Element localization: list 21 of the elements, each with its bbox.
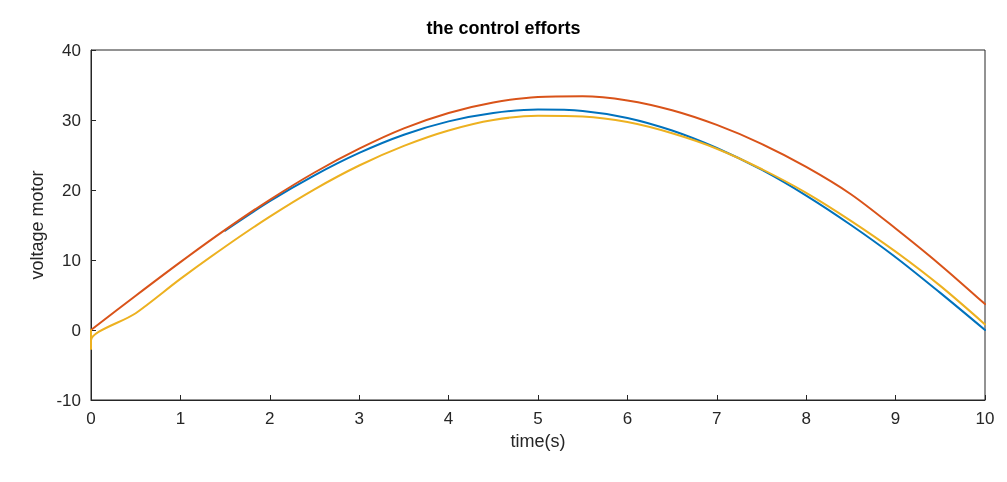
x-tick-label: 0	[86, 409, 96, 428]
x-tick-label: 2	[265, 409, 275, 428]
chart-title: the control efforts	[426, 18, 581, 38]
x-tick-label: 10	[975, 409, 995, 428]
x-tick-label: 5	[533, 409, 543, 428]
y-tick-label: 20	[62, 180, 81, 200]
x-tick-label: 6	[622, 409, 633, 428]
y-axis-title: voltage motor	[26, 170, 47, 280]
x-tick-label: 7	[712, 409, 722, 428]
line-series	[224, 108, 986, 331]
x-tick-label: 3	[354, 409, 364, 428]
y-tick-label: 0	[71, 320, 81, 340]
x-tick-label: 1	[175, 409, 186, 428]
y-tick-label: 10	[62, 250, 81, 270]
x-axis-title: time(s)	[510, 431, 566, 451]
x-tick-label: 8	[801, 409, 811, 428]
x-tick-label: 4	[443, 409, 454, 428]
x-tick-label: 9	[890, 409, 901, 428]
y-tick-label: 40	[62, 40, 81, 60]
y-tick-label: 30	[62, 110, 81, 130]
y-tick-label: -10	[56, 390, 81, 410]
